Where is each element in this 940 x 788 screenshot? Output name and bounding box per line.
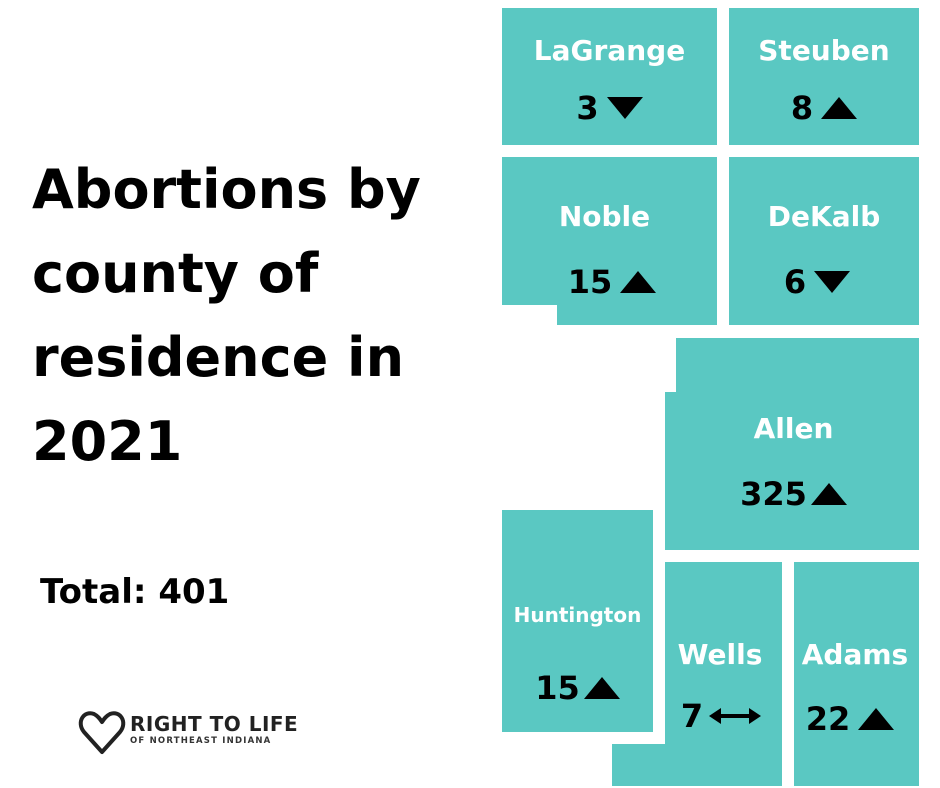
up-arrow-icon [810, 483, 847, 505]
county-value-adams: 22 [794, 699, 906, 739]
down-arrow-icon [814, 271, 851, 293]
county-shape-noble [502, 157, 717, 325]
double-arrow-icon [709, 708, 762, 724]
up-arrow-icon [858, 708, 895, 730]
up-arrow-icon [620, 271, 657, 293]
page-title: Abortions by county of residence in 2021 [32, 158, 421, 473]
county-shape-adams [794, 562, 919, 786]
county-value-steuben: 8 [729, 88, 919, 128]
total-count: Total: 401 [40, 572, 230, 612]
county-value-dekalb: 6 [722, 262, 912, 302]
county-value-wells: 7 [660, 696, 782, 736]
county-value-allen: 325 [676, 474, 911, 514]
logo-title: RIGHT TO LIFE [130, 712, 299, 736]
count-adams: 22 [805, 700, 851, 738]
county-label-noble: Noble [558, 200, 651, 233]
organization-logo: RIGHT TO LIFE OF NORTHEAST INDIANA [78, 706, 318, 758]
count-noble: 15 [567, 263, 613, 301]
county-label-wells: Wells [677, 638, 763, 671]
county-shape-lagrange [502, 8, 717, 145]
county-label-dekalb: DeKalb [767, 200, 881, 233]
heart-icon [78, 711, 126, 754]
county-label-adams: Adams [801, 638, 909, 671]
count-wells: 7 [680, 697, 704, 735]
count-lagrange: 3 [576, 89, 599, 127]
county-value-noble: 15 [512, 262, 712, 302]
count-huntington: 15 [535, 669, 580, 707]
county-value-lagrange: 3 [502, 88, 717, 128]
up-arrow-icon [583, 677, 620, 699]
county-shape-wells [612, 562, 782, 786]
count-allen: 325 [740, 475, 807, 513]
county-label-lagrange: LaGrange [533, 34, 686, 67]
county-shape-steuben [729, 8, 919, 145]
county-value-huntington: 15 [502, 668, 653, 708]
count-dekalb: 6 [783, 263, 807, 301]
county-label-huntington: Huntington [513, 603, 642, 627]
down-arrow-icon [606, 97, 643, 119]
county-label-allen: Allen [753, 412, 834, 445]
count-steuben: 8 [790, 89, 814, 127]
county-label-steuben: Steuben [758, 34, 890, 67]
county-shape-huntington [502, 510, 653, 732]
county-shape-allen [665, 338, 919, 550]
logo-subtitle: OF NORTHEAST INDIANA [130, 736, 272, 746]
up-arrow-icon [821, 97, 858, 119]
county-shape-dekalb [729, 157, 919, 325]
